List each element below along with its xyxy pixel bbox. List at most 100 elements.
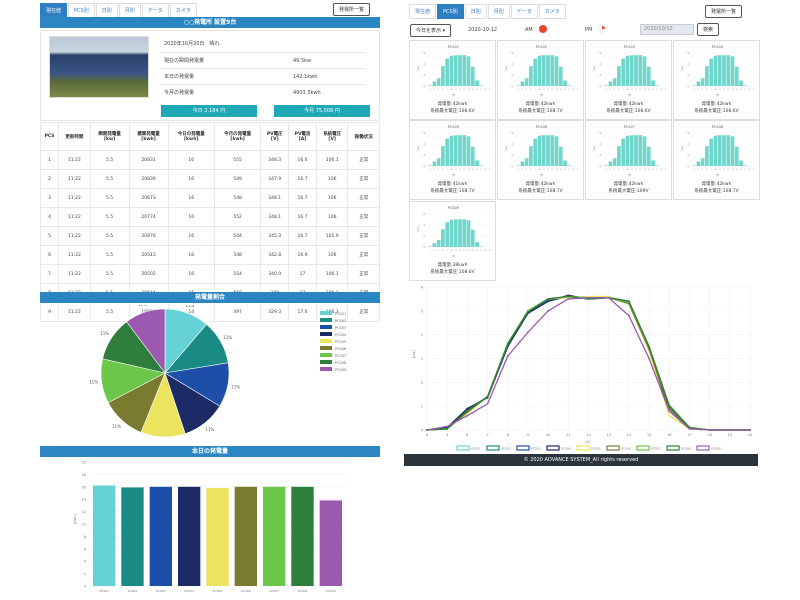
mini-bar: [458, 55, 462, 86]
x-tick: 17: [656, 89, 659, 91]
tab-daily[interactable]: 日別: [464, 4, 487, 19]
x-tick: 5: [429, 169, 431, 171]
x-tick: 11: [542, 89, 545, 91]
table-cell: 5.5: [89, 207, 130, 227]
today-select[interactable]: 今日を表示 ▾: [410, 24, 452, 37]
bar-chart: 0 2 4 6 8 10 12 14 16 18 20 [kwh] PCS01 PCS02 PCS03 PCS…: [73, 461, 345, 593]
table-cell: 544: [213, 226, 262, 246]
table-cell: 345.3: [260, 226, 290, 246]
card-generation: 発電量:42kwh: [701, 102, 732, 107]
y-tick: 6: [421, 286, 423, 290]
am-toggle-icon[interactable]: [539, 25, 547, 33]
tab-current[interactable]: 現在値: [409, 4, 437, 19]
search-button[interactable]: 検索: [697, 23, 720, 36]
table-row: 3 11:22 5.5 20673 16 548 348.1 16.7 106 正常: [39, 188, 380, 208]
x-tick: 14: [467, 169, 470, 171]
card-max-voltage: 系統最大電圧:108.6V: [430, 109, 475, 114]
x-tick: 19: [728, 433, 732, 437]
mini-bar: [533, 138, 538, 166]
month-yen-button[interactable]: 今月 75,508 円: [274, 105, 370, 117]
x-label: [h]: [452, 93, 456, 97]
mini-bar: [726, 55, 731, 86]
table-header: 今日の発電量 [kwh]: [167, 122, 215, 151]
table-header: PCS: [39, 122, 60, 151]
x-tick: 13: [551, 89, 554, 91]
x-tick: 7: [614, 89, 616, 91]
mini-bar: [692, 85, 696, 86]
mini-bar: [621, 138, 626, 166]
date-input[interactable]: 2020/10/12: [640, 24, 694, 35]
legend-swatch: [320, 332, 332, 336]
table-cell: 3: [39, 188, 60, 208]
table-cell: 16: [167, 226, 215, 246]
legend-swatch: [320, 360, 332, 364]
plant-list-button[interactable]: 発電所一覧: [333, 3, 371, 16]
table-cell: 4: [39, 207, 60, 227]
tab-pcs[interactable]: PCS別: [437, 4, 464, 19]
tab-daily[interactable]: 日別: [95, 3, 118, 18]
point: [547, 298, 550, 300]
mini-bar: [453, 219, 458, 247]
x-tick: 8: [442, 250, 444, 252]
tab-camera[interactable]: カメラ: [538, 4, 566, 19]
x-tick: 13: [727, 169, 730, 171]
x-tick: 6: [434, 89, 436, 91]
mini-bar: [567, 165, 572, 166]
plant-list-button[interactable]: 発電所一覧: [705, 5, 743, 18]
table-cell: 5.5: [89, 264, 130, 284]
x-tick: 12: [459, 250, 462, 252]
legend-swatch: [320, 325, 332, 329]
table-cell: 348.1: [260, 207, 290, 227]
y-tick: 4: [511, 62, 513, 66]
table-cell: 106: [315, 169, 349, 189]
today-yen-button[interactable]: 今日 2,184 円: [161, 105, 257, 117]
table-cell: 106: [315, 207, 349, 227]
x-label: [h]: [540, 93, 544, 97]
pcs-card-PCS07: PCS07 0 2 4 6 [kw] 5 6 7 8 9 10 11 12 13 14 15 16 17 18 19 [h…: [585, 120, 672, 200]
table-cell: 正常: [347, 264, 380, 284]
y-tick: 6: [423, 131, 425, 135]
mini-bar: [524, 158, 529, 166]
tab-pcs[interactable]: PCS別: [68, 3, 95, 18]
legend-label: PCS04: [335, 333, 347, 337]
legend-label: PCS01: [335, 312, 346, 316]
tab-monthly[interactable]: 月別: [487, 4, 510, 19]
x-tick: 7: [486, 433, 488, 437]
tab-current[interactable]: 現在値: [40, 3, 68, 18]
point: [728, 429, 731, 431]
y-tick: 4: [423, 62, 425, 66]
x-tick: 13: [727, 89, 730, 91]
mini-bar: [625, 135, 630, 166]
table-cell: 106: [315, 245, 349, 265]
mini-chart-title: PCS01: [448, 45, 459, 49]
table-cell: 16: [167, 207, 215, 227]
mini-bar: [730, 56, 735, 86]
mini-bar: [646, 146, 651, 166]
table-cell: 555: [213, 150, 262, 170]
pm-toggle-icon[interactable]: [598, 25, 606, 33]
tab-monthly[interactable]: 月別: [118, 3, 141, 18]
tab-camera[interactable]: カメラ: [169, 3, 197, 18]
mini-bar: [717, 135, 722, 166]
x-tick: 14: [643, 169, 646, 171]
left-tabs: 現在値 PCS別 日別 月別 データ カメラ: [40, 3, 197, 18]
pie-slice-PCS09: [126, 308, 166, 374]
tab-data[interactable]: データ: [141, 3, 169, 18]
y-tick: 6: [423, 51, 425, 55]
x-tick: 16: [652, 169, 655, 171]
x-tick: 8: [442, 89, 444, 91]
tab-data[interactable]: データ: [510, 4, 538, 19]
y-tick: 2: [511, 153, 513, 157]
table-cell: 11:22: [58, 150, 91, 170]
mini-bar: [550, 55, 555, 86]
table-cell: 正常: [347, 150, 380, 170]
point: [587, 296, 590, 299]
y-label: [kw]: [504, 146, 508, 151]
bar-PCS09: [319, 500, 342, 586]
mini-chart-title: PCS05: [448, 125, 459, 129]
y-tick: 4: [599, 62, 601, 66]
x-tick: 8: [618, 169, 620, 171]
x-tick: 9: [711, 89, 713, 91]
x-tick: 17: [656, 169, 659, 171]
